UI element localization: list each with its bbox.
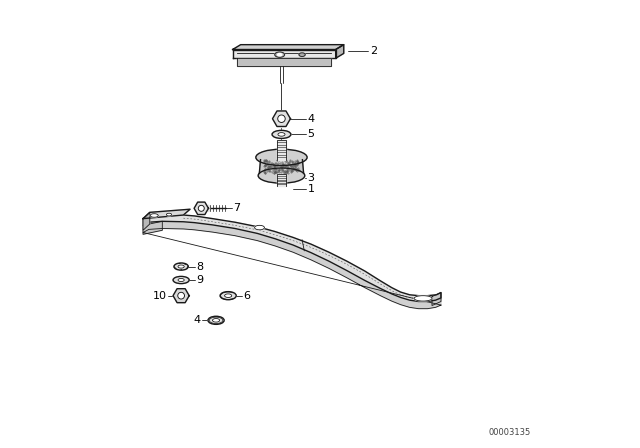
Text: 4: 4: [307, 114, 315, 124]
Ellipse shape: [212, 319, 220, 322]
Polygon shape: [259, 159, 303, 173]
Ellipse shape: [277, 53, 282, 56]
Ellipse shape: [178, 265, 184, 268]
Circle shape: [198, 205, 204, 211]
Ellipse shape: [258, 168, 305, 183]
Text: 4: 4: [193, 315, 200, 325]
Ellipse shape: [278, 133, 285, 136]
Ellipse shape: [220, 292, 236, 300]
Polygon shape: [143, 212, 150, 230]
Text: 7: 7: [232, 203, 240, 213]
Text: 5: 5: [307, 129, 314, 139]
Polygon shape: [143, 221, 163, 234]
Ellipse shape: [150, 214, 158, 217]
Polygon shape: [232, 45, 344, 49]
Ellipse shape: [414, 296, 432, 301]
Text: 3: 3: [307, 173, 314, 183]
Polygon shape: [273, 111, 291, 126]
Polygon shape: [237, 58, 332, 66]
Circle shape: [178, 292, 184, 299]
Text: 6: 6: [243, 291, 250, 301]
Polygon shape: [143, 221, 441, 309]
Polygon shape: [143, 209, 190, 219]
Ellipse shape: [256, 149, 307, 165]
Polygon shape: [232, 49, 335, 58]
Polygon shape: [194, 202, 209, 215]
Ellipse shape: [225, 294, 232, 297]
Polygon shape: [335, 45, 344, 58]
Ellipse shape: [255, 225, 264, 230]
Text: 9: 9: [196, 275, 203, 285]
Ellipse shape: [166, 213, 172, 216]
Text: 10: 10: [152, 291, 166, 301]
Polygon shape: [173, 289, 189, 303]
Ellipse shape: [275, 52, 285, 57]
Ellipse shape: [208, 316, 224, 324]
Ellipse shape: [178, 278, 184, 282]
Circle shape: [278, 115, 285, 122]
Text: 00003135: 00003135: [488, 428, 531, 437]
Ellipse shape: [173, 276, 189, 284]
Polygon shape: [277, 174, 285, 186]
Polygon shape: [143, 214, 441, 302]
Ellipse shape: [174, 263, 188, 270]
Ellipse shape: [299, 53, 305, 56]
Polygon shape: [432, 293, 441, 306]
Text: 8: 8: [196, 262, 203, 271]
Text: 1: 1: [307, 184, 314, 194]
Ellipse shape: [207, 205, 210, 211]
Text: 2: 2: [371, 46, 378, 56]
Polygon shape: [277, 140, 285, 159]
Ellipse shape: [272, 130, 291, 138]
